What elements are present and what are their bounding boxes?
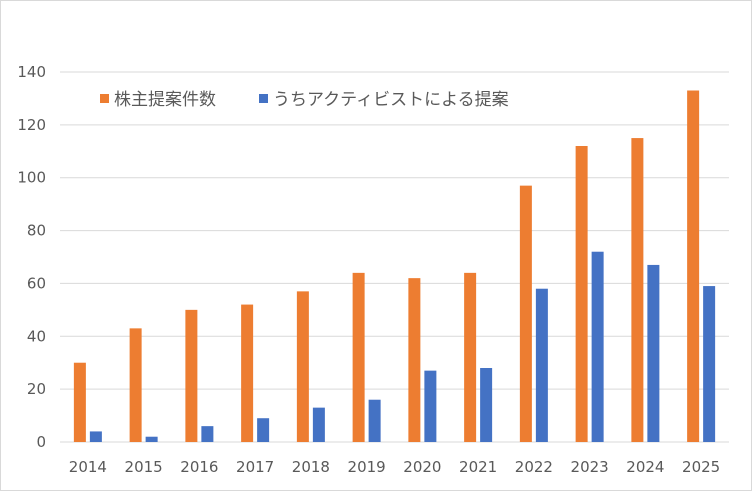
x-tick-label: 2017 xyxy=(236,458,274,476)
bar-series-2-2014 xyxy=(89,431,102,442)
bar-series-1-2020 xyxy=(408,278,421,442)
y-tick-label: 80 xyxy=(27,222,46,240)
bar-series-1-2019 xyxy=(352,272,365,442)
x-tick-label: 2019 xyxy=(348,458,386,476)
bar-series-1-2021 xyxy=(464,272,477,442)
bar-series-1-2015 xyxy=(129,328,142,442)
gridlines xyxy=(60,71,729,443)
x-tick-label: 2015 xyxy=(125,458,163,476)
legend-label-series-2: うちアクティビストによる提案 xyxy=(273,90,509,110)
bar-series-2-2019 xyxy=(368,399,381,442)
x-tick-label: 2025 xyxy=(682,458,720,476)
bar-series-1-2016 xyxy=(185,309,198,442)
bar-series-2-2021 xyxy=(480,368,493,442)
x-tick-label: 2014 xyxy=(69,458,107,476)
bar-series-2-2024 xyxy=(647,264,660,442)
y-tick-label: 60 xyxy=(27,274,46,292)
x-axis-tick-labels: 2014 2015 2016 2017 2018 2019 2020 2021 2022 2023… xyxy=(69,458,720,476)
y-axis-tick-labels: 0 20 40 60 80 100 120 140 xyxy=(17,63,46,451)
bar-series-2-2017 xyxy=(257,418,270,442)
bar-series-2-2016 xyxy=(201,426,214,442)
x-tick-label: 2018 xyxy=(292,458,330,476)
bar-series-2-2018 xyxy=(312,407,325,442)
y-tick-label: 100 xyxy=(17,169,46,187)
bar-series-2-2023 xyxy=(591,251,604,442)
bar-series-1-2014 xyxy=(73,362,86,442)
legend: 株主提案件数 うちアクティビストによる提案 xyxy=(100,90,509,110)
bar-series-2-2022 xyxy=(535,288,548,442)
bar-series-2-2015 xyxy=(145,436,158,442)
bar-series-1-2017 xyxy=(241,304,254,442)
bar-series-1-2023 xyxy=(575,146,588,442)
bar-series-1-2025 xyxy=(687,90,700,442)
bar-series-2-2025 xyxy=(703,286,716,442)
bar-series-1-2018 xyxy=(296,291,309,442)
legend-swatch-series-1 xyxy=(100,94,109,103)
x-tick-label: 2024 xyxy=(626,458,664,476)
x-tick-label: 2022 xyxy=(515,458,553,476)
legend-label-series-1: 株主提案件数 xyxy=(114,90,216,110)
bar-series-2-2020 xyxy=(424,370,437,442)
y-tick-label: 140 xyxy=(17,63,46,81)
x-tick-label: 2023 xyxy=(571,458,609,476)
legend-swatch-series-2 xyxy=(259,94,268,103)
x-tick-label: 2020 xyxy=(403,458,441,476)
bar-series-1-2024 xyxy=(631,138,644,443)
y-tick-label: 120 xyxy=(17,116,46,134)
bar-series-1-2022 xyxy=(519,185,532,442)
bars xyxy=(73,90,716,443)
x-tick-label: 2021 xyxy=(459,458,497,476)
y-tick-label: 40 xyxy=(27,327,46,345)
y-tick-label: 0 xyxy=(36,433,46,451)
x-tick-label: 2016 xyxy=(180,458,218,476)
y-tick-label: 20 xyxy=(27,380,46,398)
